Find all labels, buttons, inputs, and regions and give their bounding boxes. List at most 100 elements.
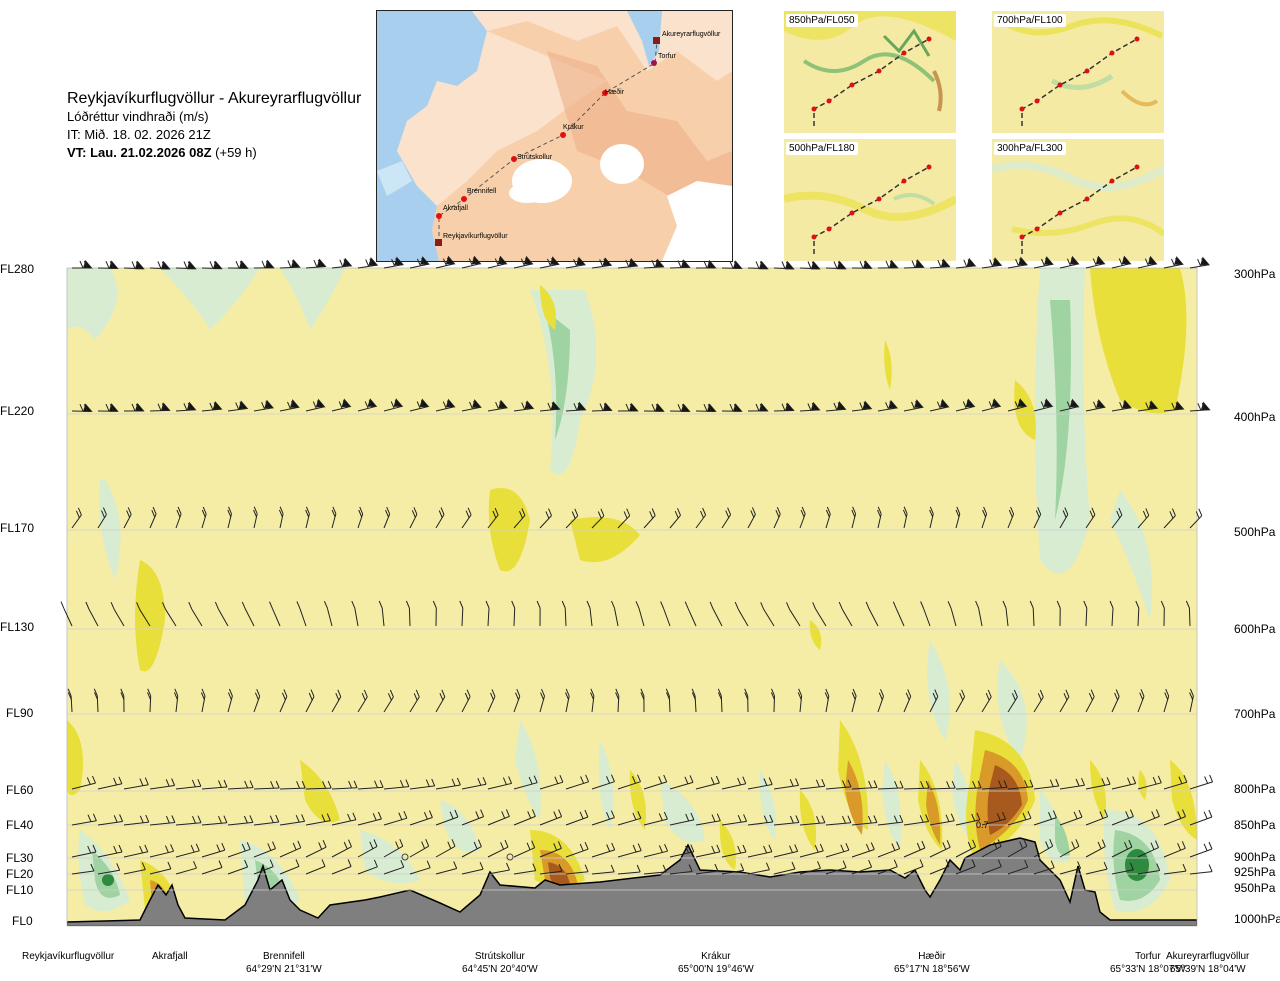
wind-barb (851, 859, 873, 875)
station-name: Akureyrarflugvöllur (1166, 951, 1250, 962)
wind-barb (981, 257, 1003, 269)
wind-barb (799, 506, 806, 529)
wind-barb (409, 256, 430, 269)
wind-barb (877, 780, 904, 790)
wind-barb (1163, 841, 1186, 858)
contour-annotation: 0.7 (976, 820, 989, 830)
wind-barb (383, 689, 394, 713)
wind-barb (1163, 256, 1184, 269)
map-label-krakur: Krákur (563, 124, 584, 131)
wind-barb (511, 600, 516, 627)
wind-barb (1059, 255, 1080, 269)
wind-barb (539, 809, 563, 826)
wind-barb (201, 779, 228, 790)
wind-barb (201, 260, 223, 270)
wind-barb (929, 398, 950, 412)
mini-map-500[interactable]: 500hPa/FL180 (784, 139, 956, 261)
wind-barb (799, 861, 821, 875)
wind-barb (1085, 507, 1096, 529)
station-name: Akrafjall (152, 951, 188, 962)
wind-barb (123, 777, 149, 790)
wind-barb (760, 602, 775, 627)
station-label-haedir: Hæðir 65°17'N 18°56'W (894, 950, 970, 976)
wind-barb (331, 257, 353, 269)
station-label-reykjavik: Reykjavíkurflugvöllur (22, 950, 114, 963)
wind-barb (435, 861, 458, 875)
mini-map-300[interactable]: 300hPa/FL300 (992, 139, 1164, 261)
wind-barb (149, 815, 176, 826)
wind-barb (1059, 839, 1080, 858)
wind-barb (851, 815, 878, 826)
wind-barb (71, 403, 93, 412)
calm-wind-marker (401, 853, 409, 861)
wind-barb (539, 775, 564, 790)
wind-barb (669, 403, 691, 412)
wind-barb (799, 260, 821, 270)
wind-barb (279, 399, 300, 412)
wind-barb (149, 778, 176, 790)
wind-barb (383, 811, 408, 826)
wind-barb (665, 688, 671, 713)
wind-barb (1189, 401, 1211, 412)
reykjavik-airport-marker (435, 239, 442, 246)
wind-barb (825, 815, 852, 826)
wind-barb (1056, 600, 1061, 627)
wind-barb (590, 688, 595, 713)
wind-barb (955, 780, 982, 790)
wind-barb (487, 809, 510, 826)
station-label-brennifell: Brennifell 64°29'N 21°31'W (246, 950, 322, 976)
wind-barb (1163, 688, 1170, 713)
wind-barb (513, 400, 535, 412)
wind-barb (149, 506, 157, 529)
wind-barb (383, 398, 404, 412)
wind-barb (357, 398, 378, 412)
wind-barb (1160, 600, 1165, 627)
station-name: Torfur (1135, 951, 1161, 962)
fl-label: FL60 (6, 783, 34, 797)
hpa-label: 700hPa (1234, 707, 1276, 721)
wind-barb (461, 809, 485, 826)
wind-barb (721, 260, 743, 269)
wind-barb (1002, 600, 1009, 627)
wind-barb (717, 688, 723, 713)
wind-barb (929, 780, 956, 790)
wind-barb (123, 862, 146, 875)
wind-barb (539, 508, 552, 529)
wind-barb (903, 259, 925, 269)
wind-barb (851, 688, 857, 713)
wind-barb (721, 507, 732, 529)
wind-barb (929, 689, 939, 713)
wind-barb (97, 507, 107, 529)
wind-barb (383, 839, 404, 858)
wind-barb (227, 400, 249, 412)
wind-barb (1163, 508, 1176, 529)
wind-barb (786, 602, 801, 627)
map-label-akureyri: Akureyrarflugvöllur (662, 31, 721, 38)
plot-frame (66, 267, 1198, 927)
wind-barb (635, 601, 645, 627)
mini-map-700[interactable]: 700hPa/FL100 (992, 11, 1164, 133)
wind-barb (617, 402, 639, 412)
wind-barb (331, 780, 358, 790)
wind-barb (865, 601, 879, 627)
wind-barb (487, 507, 499, 529)
mini-map-850[interactable]: 850hPa/FL050 (784, 11, 956, 133)
wind-barb (1029, 600, 1035, 627)
station-label-strutskollur: Strútskollur 64°45'N 20°40'W (462, 950, 538, 976)
map-label-strutskollur: Strútskollur (517, 154, 553, 161)
wind-barb (643, 508, 656, 529)
wind-barb (1189, 809, 1213, 826)
wind-barb (1085, 839, 1106, 858)
wind-barb (770, 688, 775, 713)
wind-barb (669, 864, 693, 875)
wind-barb (1189, 508, 1203, 529)
wind-barb (1137, 400, 1159, 412)
wind-barb (487, 776, 513, 790)
station-label-krakur: Krákur 65°00'N 19°46'W (678, 950, 754, 976)
wind-barb (902, 506, 908, 529)
haedir-marker (602, 90, 608, 96)
wind-barb (305, 506, 310, 529)
wind-barb (97, 844, 123, 858)
wind-barb (72, 259, 93, 269)
